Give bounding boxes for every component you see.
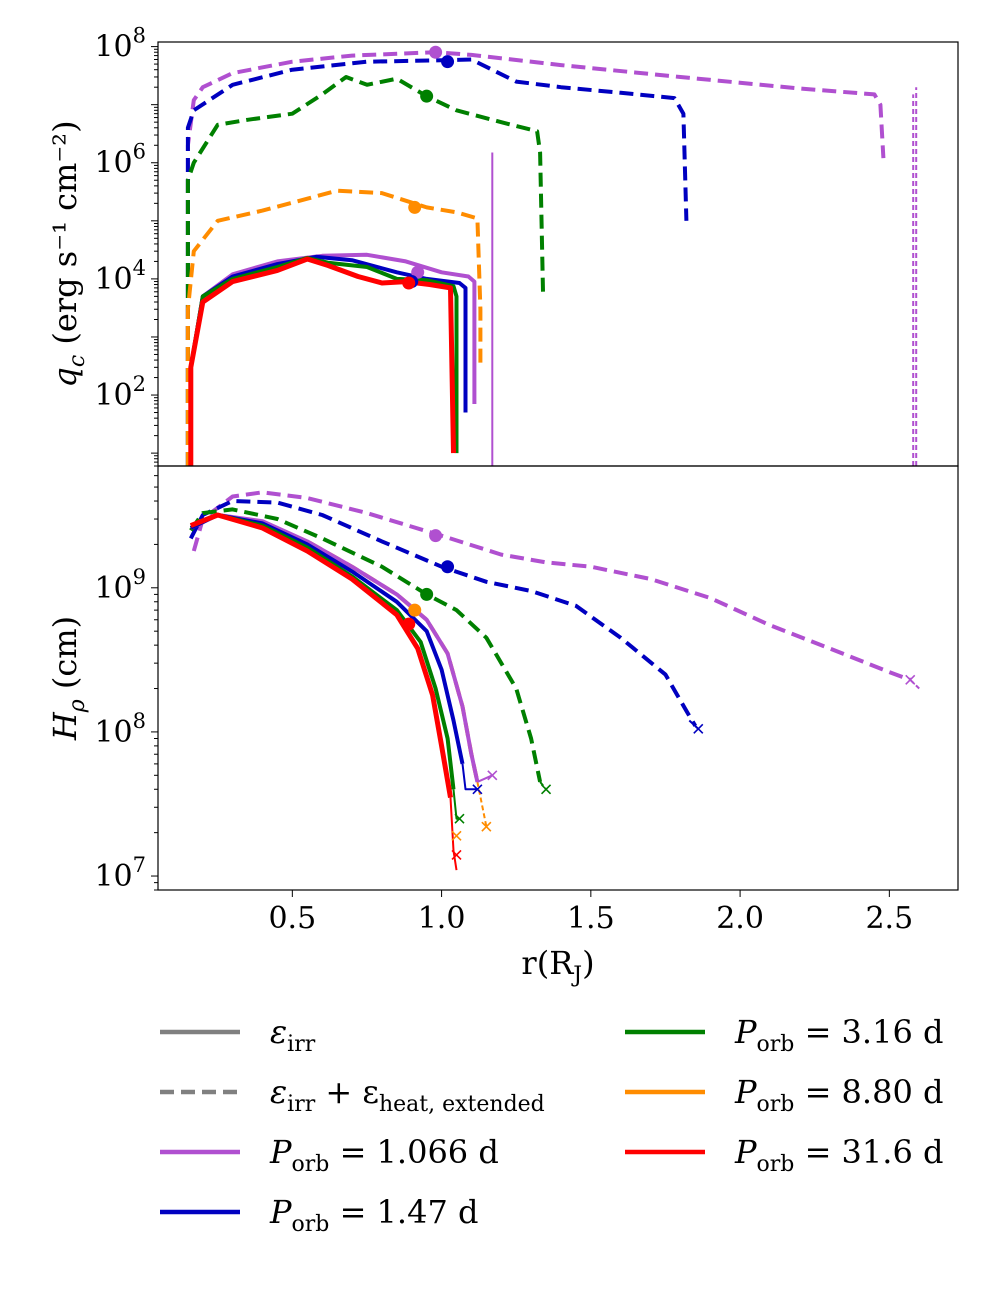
- top-marker-3: [408, 200, 422, 214]
- legend-label-2: Porb = 1.066 d: [269, 1133, 499, 1177]
- top-marker-2: [420, 89, 434, 103]
- top-y-tick-label-0: 102: [94, 372, 146, 413]
- top-series-line-3: [185, 188, 483, 466]
- bottom-plot-area: [189, 490, 920, 871]
- legend-label-5: Porb = 8.80 d: [734, 1073, 943, 1117]
- bottom-series-line-2: [189, 499, 698, 727]
- bottom-series-line-4: [189, 507, 543, 783]
- bottom-series-line-0: [191, 490, 911, 682]
- legend-label-4: Porb = 3.16 d: [734, 1013, 943, 1057]
- bottom-marker-3: [408, 603, 422, 617]
- x-tick-label-2: 1.5: [567, 901, 615, 936]
- legend-label-1: εirr + εheat, extended: [270, 1073, 545, 1117]
- top-plot-area: [185, 45, 918, 466]
- bottom-series-line-13: [452, 789, 460, 820]
- bottom-y-tick-label-2: 109: [94, 565, 146, 606]
- bottom-cross-8: [451, 849, 462, 861]
- bottom-y-tick-label-1: 108: [94, 709, 146, 750]
- bottom-marker-0: [429, 529, 443, 543]
- top-marker-0: [429, 45, 443, 59]
- bottom-series-line-12: [190, 513, 456, 790]
- top-series-line-2: [185, 75, 546, 466]
- top-panel: 102 104 106 108 qc (erg s⁻¹ cm⁻²): [46, 24, 959, 467]
- bottom-cross-6: [454, 813, 465, 824]
- top-y-tick-label-3: 108: [94, 24, 146, 65]
- bottom-series-line-15: [449, 797, 458, 871]
- x-axis-title: r(RJ): [521, 944, 594, 988]
- bottom-y-axis-title: Hρ (cm): [46, 616, 90, 741]
- bottom-cross-5: [472, 784, 483, 795]
- top-frame: [157, 41, 959, 467]
- top-y-tick-label-2: 106: [94, 140, 146, 181]
- bottom-cross-0: [905, 674, 916, 685]
- legend-label-0: εirr: [270, 1013, 316, 1057]
- bottom-cross-4: [487, 770, 498, 781]
- legend-label-3: Porb = 1.47 d: [269, 1193, 478, 1237]
- top-series-line-1: [185, 57, 689, 466]
- x-tick-label-3: 2.0: [716, 901, 764, 936]
- legend: εirr εirr + εheat, extended Porb = 1.066 d…: [160, 1013, 943, 1237]
- top-marker-1: [441, 55, 455, 69]
- top-series-line-5: [188, 254, 468, 466]
- bottom-cross-7: [451, 830, 462, 841]
- x-tick-label-4: 2.5: [865, 901, 913, 936]
- x-tick-label-1: 1.0: [418, 901, 466, 936]
- bottom-cross-3: [481, 821, 492, 832]
- bottom-series-line-11: [461, 763, 478, 791]
- bottom-marker-2: [420, 587, 434, 601]
- top-y-tick-label-1: 104: [94, 256, 146, 297]
- top-y-axis-title: qc (erg s⁻¹ cm⁻²): [46, 120, 90, 387]
- bottom-marker-1: [441, 560, 455, 574]
- bottom-series-line-14: [189, 512, 453, 799]
- top-series-line-7: [188, 256, 456, 466]
- top-marker-6: [402, 276, 416, 290]
- bottom-series-line-9: [476, 774, 493, 783]
- top-marker-4: [411, 265, 425, 279]
- bottom-marker-4: [402, 617, 416, 631]
- bottom-frame: [157, 465, 959, 891]
- bottom-cross-2: [540, 784, 552, 795]
- legend-label-6: Porb = 31.6 d: [734, 1133, 943, 1177]
- x-tick-label-0: 0.5: [268, 901, 316, 936]
- bottom-y-tick-label-0: 107: [94, 853, 146, 894]
- bottom-cross-1: [693, 723, 704, 734]
- top-series-line-6: [188, 255, 459, 466]
